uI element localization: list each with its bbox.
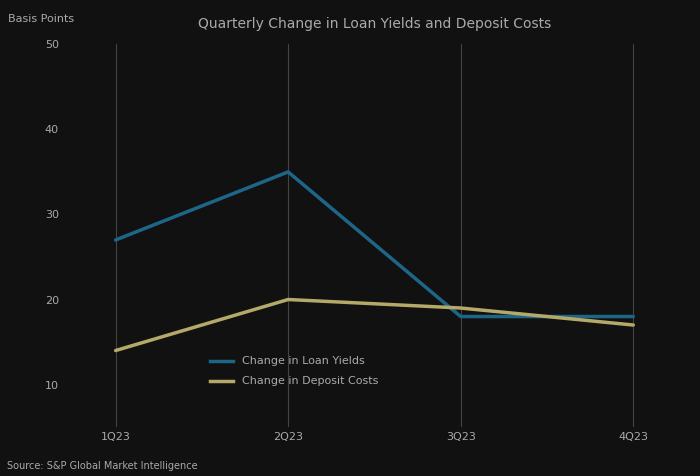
Text: Source: S&P Global Market Intelligence: Source: S&P Global Market Intelligence [7,461,197,471]
Text: Basis Points: Basis Points [8,14,74,24]
Title: Quarterly Change in Loan Yields and Deposit Costs: Quarterly Change in Loan Yields and Depo… [198,17,551,30]
Legend: Change in Loan Yields, Change in Deposit Costs: Change in Loan Yields, Change in Deposit… [206,352,382,391]
